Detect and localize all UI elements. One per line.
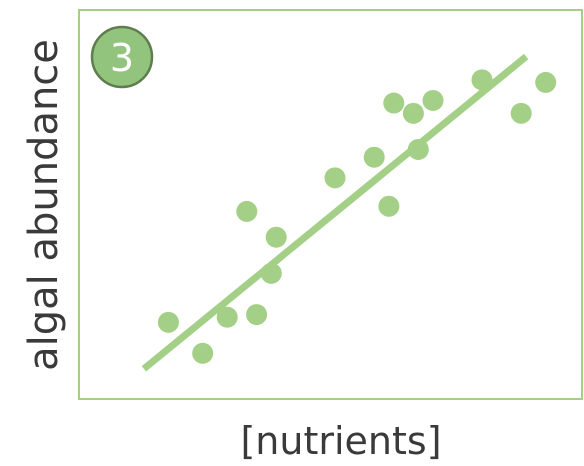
data-point xyxy=(236,200,258,222)
trend-line xyxy=(141,53,529,372)
data-point xyxy=(535,71,557,93)
chart-marks xyxy=(141,53,557,372)
panel-number: 3 xyxy=(110,36,134,80)
data-point xyxy=(260,262,282,284)
data-point xyxy=(383,92,405,114)
data-point xyxy=(471,69,493,91)
data-point xyxy=(402,102,424,124)
panel-badge: 3 xyxy=(90,25,154,89)
data-point xyxy=(246,304,268,326)
x-axis-label: [nutrients] xyxy=(240,419,441,463)
panel-badge-circle xyxy=(90,25,154,89)
data-point xyxy=(192,342,214,364)
y-axis-label: algal abundance xyxy=(21,39,67,371)
data-point xyxy=(157,311,179,333)
data-point xyxy=(363,146,385,168)
data-point xyxy=(422,89,444,111)
data-point xyxy=(510,102,532,124)
data-point xyxy=(407,138,429,160)
data-point xyxy=(265,226,287,248)
data-point xyxy=(378,195,400,217)
data-point xyxy=(324,167,346,189)
plot-frame xyxy=(78,9,583,400)
data-point xyxy=(216,306,238,328)
